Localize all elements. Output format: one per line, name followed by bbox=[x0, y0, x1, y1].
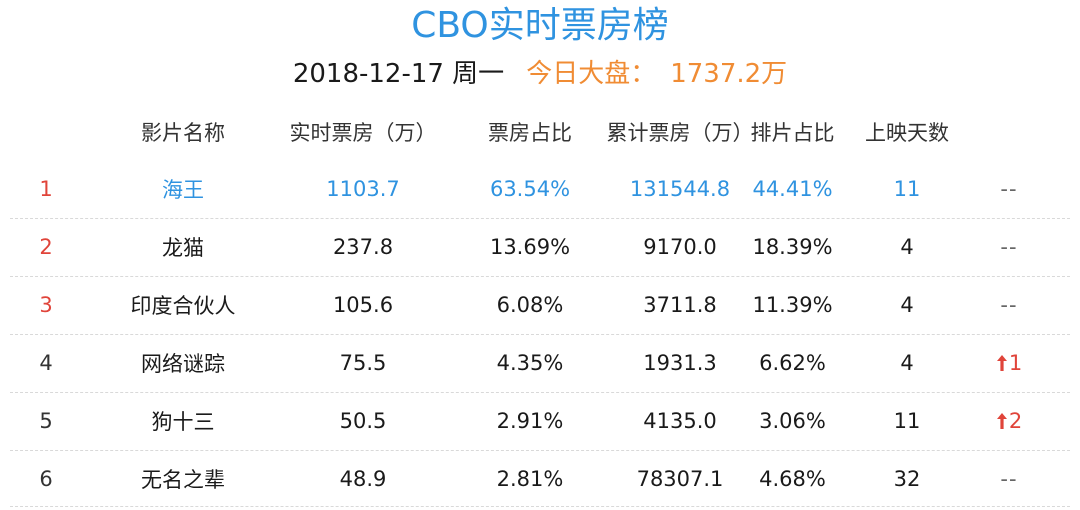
rank-cell: 1 bbox=[39, 177, 53, 201]
movie-name-cell[interactable]: 无名之辈 bbox=[141, 468, 225, 492]
column-header-schedule: 排片占比 bbox=[750, 121, 835, 145]
date-label: 2018-12-17 周一 bbox=[292, 59, 505, 89]
days-cell: 32 bbox=[893, 467, 921, 491]
up-arrow-icon bbox=[996, 355, 1007, 371]
today-box-office-cell: 48.9 bbox=[339, 467, 387, 491]
table-header: 影片名称 实时票房（万） 票房占比 累计票房（万） 排片占比 上映天数 bbox=[0, 110, 1080, 154]
movie-name-cell[interactable]: 网络谜踪 bbox=[141, 352, 225, 376]
schedule-share-cell: 3.06% bbox=[759, 409, 826, 433]
trend-value: 2 bbox=[1008, 409, 1023, 433]
box-office-share-cell: 6.08% bbox=[496, 293, 564, 317]
movie-name-cell[interactable]: 狗十三 bbox=[151, 410, 215, 434]
trend-value: 1 bbox=[1008, 351, 1023, 375]
today-box-office-cell: 105.6 bbox=[332, 293, 394, 317]
table-row[interactable]: 4 网络谜踪 75.5 4.35% 1931.3 6.62% 4 1 bbox=[0, 334, 1080, 392]
rank-cell: 4 bbox=[39, 351, 53, 375]
table-row[interactable]: 5 狗十三 50.5 2.91% 4135.0 3.06% 11 2 bbox=[0, 392, 1080, 450]
movie-name-cell[interactable]: 海王 bbox=[162, 178, 204, 202]
days-cell: 4 bbox=[900, 293, 914, 317]
rank-cell: 2 bbox=[39, 235, 53, 259]
schedule-share-cell: 44.41% bbox=[752, 177, 833, 201]
days-cell: 4 bbox=[900, 351, 914, 375]
today-box-office-cell: 1103.7 bbox=[326, 177, 400, 201]
box-office-share-cell: 4.35% bbox=[496, 351, 564, 375]
total-box-office-value: 1737.2万 bbox=[670, 59, 788, 89]
trend-cell: -- bbox=[1000, 235, 1018, 259]
total-box-office-cell: 131544.8 bbox=[629, 177, 731, 201]
total-box-office-cell: 9170.0 bbox=[643, 235, 717, 259]
table-row[interactable]: 1 海王 1103.7 63.54% 131544.8 44.41% 11 -- bbox=[0, 160, 1080, 218]
rank-cell: 5 bbox=[39, 409, 53, 433]
today-box-office-cell: 75.5 bbox=[339, 351, 387, 375]
row-divider bbox=[10, 392, 1070, 393]
up-arrow-icon bbox=[996, 413, 1007, 429]
row-divider bbox=[10, 334, 1070, 335]
movie-name-cell[interactable]: 印度合伙人 bbox=[130, 294, 236, 318]
today-box-office-cell: 237.8 bbox=[332, 235, 394, 259]
box-office-share-cell: 63.54% bbox=[489, 177, 571, 201]
total-box-office-label: 今日大盘： bbox=[526, 59, 657, 89]
column-header-total: 累计票房（万） bbox=[606, 121, 754, 145]
box-office-share-cell: 2.81% bbox=[496, 467, 564, 491]
column-header-share: 票房占比 bbox=[488, 121, 572, 145]
schedule-share-cell: 4.68% bbox=[759, 467, 826, 491]
table-row[interactable]: 3 印度合伙人 105.6 6.08% 3711.8 11.39% 4 -- bbox=[0, 276, 1080, 334]
days-cell: 4 bbox=[900, 235, 914, 259]
movie-name-cell[interactable]: 龙猫 bbox=[162, 236, 204, 260]
page-title: CBO实时票房榜 bbox=[411, 5, 669, 46]
schedule-share-cell: 18.39% bbox=[752, 235, 833, 259]
column-header-today: 实时票房（万） bbox=[289, 121, 437, 145]
today-box-office-cell: 50.5 bbox=[339, 409, 387, 433]
total-box-office-cell: 3711.8 bbox=[643, 293, 717, 317]
column-header-name: 影片名称 bbox=[141, 121, 225, 145]
days-cell: 11 bbox=[893, 409, 921, 433]
trend-cell: 2 bbox=[978, 392, 1040, 450]
trend-cell: -- bbox=[1000, 293, 1018, 317]
days-cell: 11 bbox=[893, 177, 921, 201]
trend-cell: 1 bbox=[978, 334, 1040, 392]
rank-cell: 6 bbox=[39, 467, 53, 491]
rank-cell: 3 bbox=[39, 293, 53, 317]
table-row[interactable]: 2 龙猫 237.8 13.69% 9170.0 18.39% 4 -- bbox=[0, 218, 1080, 276]
box-office-share-cell: 13.69% bbox=[489, 235, 571, 259]
row-divider bbox=[10, 218, 1070, 219]
total-box-office-cell: 4135.0 bbox=[643, 409, 717, 433]
subtitle: 2018-12-17 周一 今日大盘： 1737.2万 bbox=[0, 54, 1080, 94]
schedule-share-cell: 11.39% bbox=[752, 293, 833, 317]
box-office-share-cell: 2.91% bbox=[496, 409, 564, 433]
trend-cell: -- bbox=[1000, 177, 1018, 201]
total-box-office-cell: 1931.3 bbox=[643, 351, 717, 375]
total-box-office-cell: 78307.1 bbox=[636, 467, 724, 491]
row-divider bbox=[10, 450, 1070, 451]
schedule-share-cell: 6.62% bbox=[759, 351, 826, 375]
table-row[interactable]: 6 无名之辈 48.9 2.81% 78307.1 4.68% 32 -- bbox=[0, 450, 1080, 508]
row-divider bbox=[10, 276, 1070, 277]
row-divider bbox=[10, 506, 1070, 507]
trend-cell: -- bbox=[1000, 467, 1018, 491]
column-header-days: 上映天数 bbox=[865, 121, 949, 145]
